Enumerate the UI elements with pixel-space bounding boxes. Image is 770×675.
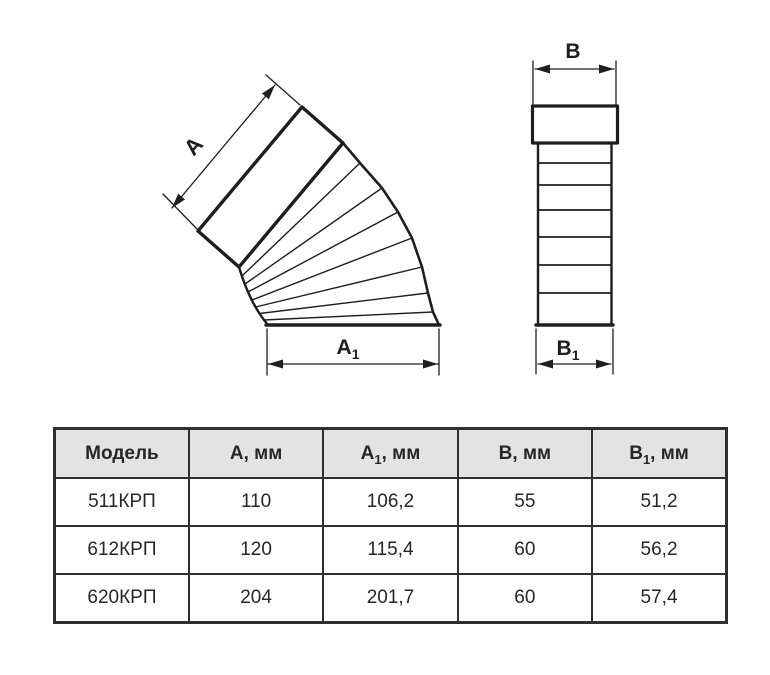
dimensions-table: Модель А, мм А1, мм В, мм В1, мм 511КРП … [53,427,728,624]
cell-a1: 201,7 [322,573,459,624]
dim-a-label: A [179,132,208,161]
side-view-flange [530,104,620,145]
elbow-gore-line [254,266,423,308]
cell-b: 55 [456,477,594,527]
cell-b1: 51,2 [591,477,728,527]
table-row: 620КРП 204 201,7 60 57,4 [53,573,728,624]
table-header-row: Модель А, мм А1, мм В, мм В1, мм [53,427,728,479]
table-header: Модель А, мм А1, мм В, мм В1, мм [53,427,728,479]
cell-b: 60 [456,573,594,624]
cell-a: 204 [187,573,325,624]
dim-a1-label: A1 [337,336,360,362]
column-header-a: А, мм [187,427,325,479]
elbow-gore-line [241,162,361,277]
dim-a-extension-line [265,74,301,106]
column-header-model: Модель [53,427,190,479]
dimension-b1 [535,328,614,375]
cell-a: 110 [187,477,325,527]
elbow-gore-line [263,311,434,321]
side-view-diagram: B B1 [530,40,620,375]
elbow-diagram: A A1 [162,74,442,376]
side-view-segment-lines [537,162,613,294]
cell-b: 60 [456,525,594,575]
column-header-b: В, мм [456,427,594,479]
cell-b1: 57,4 [591,573,728,624]
elbow-inlet-section [196,105,345,269]
cell-model: 612КРП [53,525,190,575]
dim-b1-label: B1 [557,337,580,363]
duct-elbow-drawing: A A1 B [162,40,620,376]
elbow-gore-lines [241,162,434,321]
cell-a1: 106,2 [322,477,459,527]
table-row: 511КРП 110 106,2 55 51,2 [53,477,728,527]
cell-a: 120 [187,525,325,575]
cell-b1: 56,2 [591,525,728,575]
elbow-gore-line [244,187,383,285]
cell-a1: 115,4 [322,525,459,575]
dimension-a1 [266,328,440,376]
table-body: 511КРП 110 106,2 55 51,2 612КРП 120 115,… [53,477,728,624]
table-row: 612КРП 120 115,4 60 56,2 [53,525,728,575]
column-header-b1: В1, мм [591,427,728,479]
cell-model: 620КРП [53,573,190,624]
dimension-a [162,74,301,230]
cell-model: 511КРП [53,477,190,527]
elbow-gore-line [251,237,413,301]
dim-b-label: B [565,40,580,63]
elbow-gore-line [258,292,429,315]
dim-a-line [171,84,276,209]
dimension-b [532,60,617,105]
column-header-a1: А1, мм [322,427,459,479]
elbow-gore-line [247,211,399,293]
dim-a-extension-line [162,193,198,230]
